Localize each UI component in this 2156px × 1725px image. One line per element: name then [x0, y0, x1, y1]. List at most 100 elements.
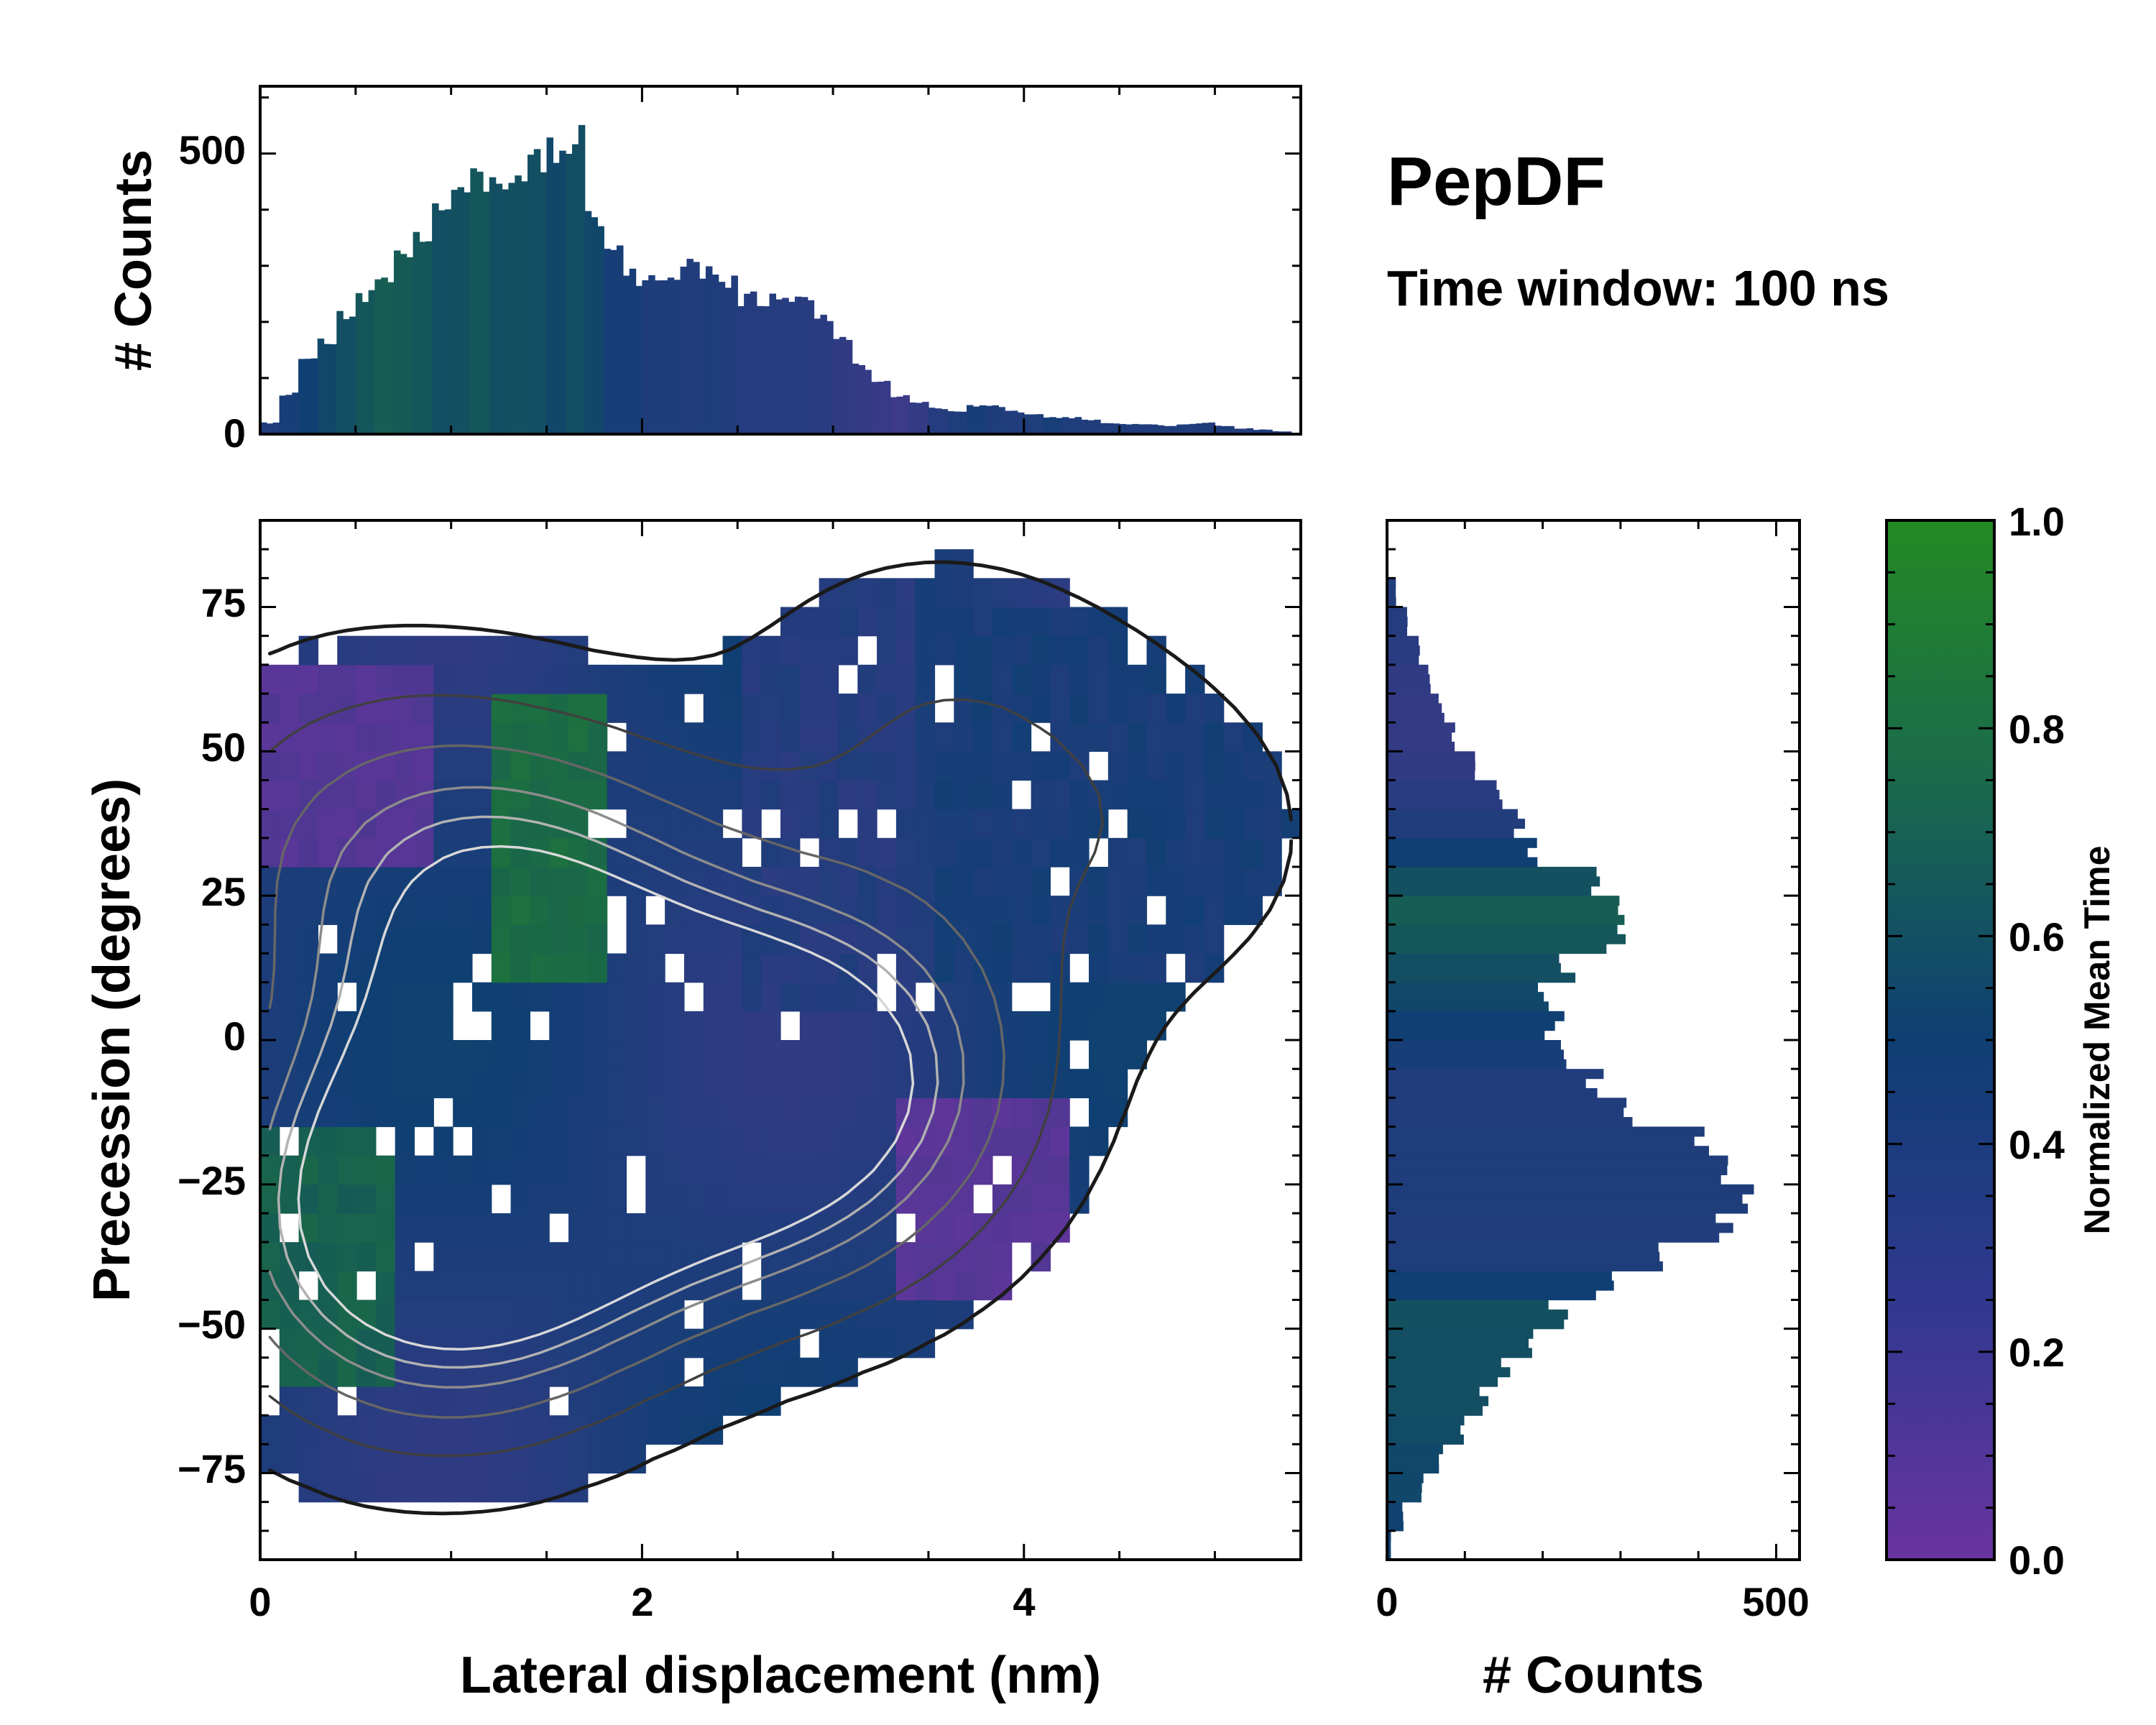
heatmap-cell: [510, 1040, 530, 1070]
top-hist-bar: [419, 242, 426, 434]
heatmap-cell: [799, 694, 820, 723]
heatmap-cell: [626, 982, 646, 1012]
heatmap-cell: [838, 867, 858, 896]
heatmap-cell: [761, 1040, 781, 1070]
heatmap-cell: [819, 751, 839, 781]
top-hist-bar: [705, 266, 713, 434]
heatmap-cell: [356, 1242, 377, 1271]
heatmap-cell: [337, 1011, 357, 1041]
heatmap-cell: [1089, 1098, 1109, 1128]
heatmap-cell: [395, 1098, 415, 1128]
heatmap-cell: [471, 1155, 492, 1185]
top-hist-bar: [451, 190, 459, 434]
heatmap-cell: [471, 664, 492, 694]
heatmap-cell: [471, 1386, 492, 1416]
heatmap-cell: [1031, 1184, 1051, 1214]
heatmap-cell: [549, 1184, 569, 1214]
heatmap-cell: [318, 751, 338, 781]
heatmap-cell: [626, 1271, 646, 1301]
heatmap-cell: [375, 1271, 396, 1301]
right-hist-bar: [1387, 703, 1442, 714]
heatmap-cell: [761, 1126, 781, 1156]
top-hist-bar: [572, 144, 579, 434]
heatmap-cell: [857, 1242, 877, 1271]
heatmap-cell: [337, 1328, 357, 1358]
heatmap-cell: [915, 1300, 936, 1330]
heatmap-cell: [530, 982, 550, 1012]
heatmap-cell: [722, 953, 742, 983]
heatmap-cell: [838, 982, 858, 1012]
heatmap-cell: [433, 751, 453, 781]
heatmap-cell: [587, 924, 608, 954]
heatmap-cell: [375, 982, 396, 1012]
heatmap-cell: [433, 1184, 453, 1214]
heatmap-cell: [356, 780, 377, 810]
heatmap-cell: [703, 664, 724, 694]
heatmap-cell: [857, 809, 877, 839]
top-hist-bar: [1259, 429, 1266, 434]
top-hist-bar: [279, 395, 287, 434]
heatmap-cell: [954, 1271, 974, 1301]
heatmap-cell: [395, 635, 415, 666]
heatmap-cell: [1107, 1011, 1128, 1041]
heatmap-cell: [491, 1098, 512, 1128]
heatmap-cell: [1223, 837, 1244, 868]
right-hist-bar: [1387, 1213, 1716, 1223]
heatmap-cell: [1127, 1011, 1148, 1041]
heatmap-cell: [934, 780, 954, 810]
heatmap-cell: [1204, 694, 1225, 723]
heatmap-cell: [318, 1155, 338, 1185]
top-hist-bar: [444, 209, 452, 434]
right-hist-bar: [1387, 626, 1407, 637]
heatmap-cell: [665, 1415, 685, 1445]
heatmap-cell: [607, 1155, 627, 1185]
heatmap-cell: [1089, 664, 1109, 694]
heatmap-cell: [915, 924, 936, 954]
colorbar-tick-label: 0.6: [2009, 914, 2065, 960]
heatmap-cell: [607, 1098, 627, 1128]
heatmap-cell: [1050, 837, 1070, 868]
heatmap-cell: [857, 1126, 877, 1156]
heatmap-cell: [819, 867, 839, 896]
heatmap-cell: [742, 1357, 762, 1387]
heatmap-cell: [954, 896, 974, 925]
heatmap-cell: [337, 1444, 357, 1474]
heatmap-cell: [857, 1011, 877, 1041]
heatmap-cell: [510, 1473, 530, 1503]
heatmap-cell: [1031, 1155, 1051, 1185]
heatmap-cell: [453, 1213, 473, 1243]
heatmap-cell: [568, 1213, 589, 1243]
heatmap-cell: [742, 1011, 762, 1041]
heatmap-cell: [414, 1271, 434, 1301]
heatmap-cell: [1011, 809, 1032, 839]
heatmap-cell: [683, 953, 704, 983]
heatmap-cell: [453, 722, 473, 752]
heatmap-cell: [683, 722, 704, 752]
top-hist-bar: [540, 172, 548, 434]
heatmap-cell: [1146, 694, 1166, 723]
heatmap-cell: [530, 1040, 550, 1070]
heatmap-cell: [973, 837, 993, 868]
top-hist-ylabel: # Counts: [105, 150, 162, 371]
heatmap-cell: [1031, 896, 1051, 925]
heatmap-cell: [1243, 837, 1263, 868]
top-hist-bar: [355, 293, 363, 434]
density-contour: [268, 786, 965, 1389]
heatmap-cell: [607, 1213, 627, 1243]
right-hist-bar: [1387, 1165, 1728, 1176]
heatmap-cell: [665, 1098, 685, 1128]
heatmap-cell: [645, 1040, 665, 1070]
heatmap-cell: [549, 1155, 569, 1185]
heatmap-cell: [819, 780, 839, 810]
heatmap-cell: [1011, 578, 1032, 608]
heatmap-cell: [279, 867, 300, 896]
heatmap-cell: [587, 1040, 608, 1070]
right-hist-bar: [1387, 664, 1429, 675]
right-hist-bar: [1387, 1367, 1511, 1378]
heatmap-cell: [1031, 751, 1051, 781]
right-hist-bar: [1387, 1425, 1461, 1435]
heatmap-cell: [337, 1213, 357, 1243]
top-hist-bar: [1043, 417, 1050, 434]
heatmap-cell: [895, 635, 916, 666]
heatmap-cell: [279, 1242, 300, 1271]
